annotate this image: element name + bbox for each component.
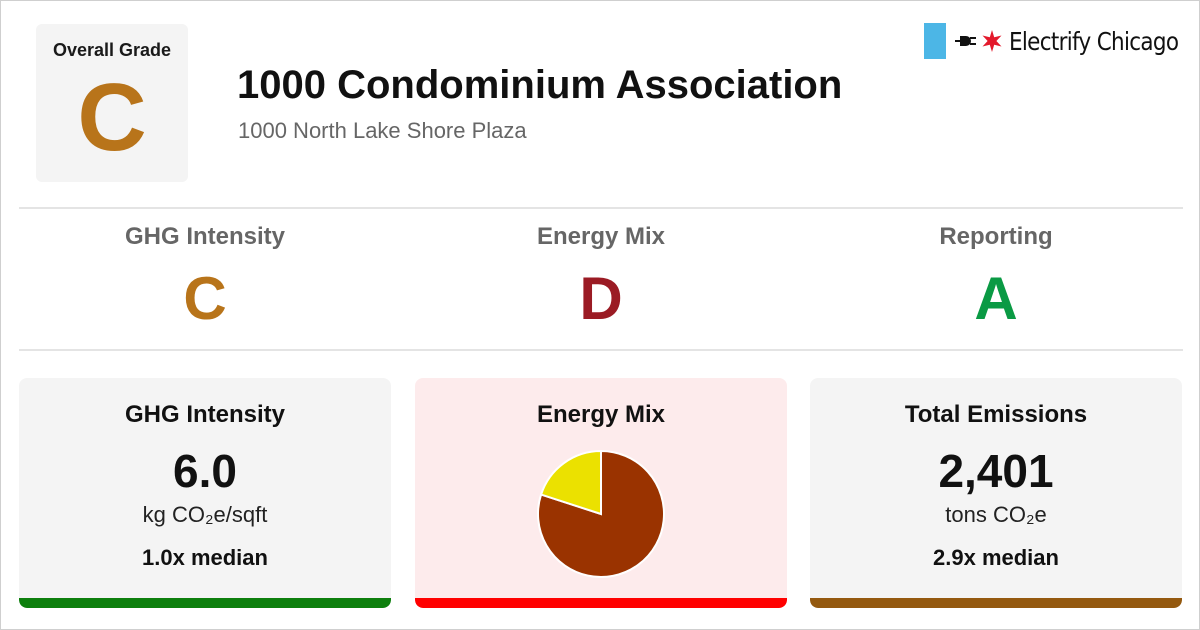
subgrade-letter: D (579, 265, 623, 332)
subgrade-label: Energy Mix (536, 223, 666, 250)
overall-grade-box: Overall Grade C (36, 24, 188, 182)
card-title: GHG Intensity (124, 401, 286, 428)
pie-slice-1 (539, 449, 602, 516)
subgrade-label: GHG Intensity (124, 223, 286, 250)
building-name: 1000 Condominium Association (237, 63, 843, 107)
divider-top (19, 207, 1183, 209)
total-emissions-unit: tons CO₂e (945, 502, 1047, 527)
card-color-bar (415, 598, 787, 608)
brand-logo[interactable]: Electrify Chicago (924, 23, 1179, 59)
overall-grade-label: Overall Grade (52, 40, 172, 60)
subgrade-letter: C (183, 265, 227, 332)
subgrade-letter: A (974, 265, 1018, 332)
ghg-intensity-unit: kg CO₂e/sqft (142, 502, 268, 527)
ghg-intensity-median: 1.0x median (142, 545, 268, 570)
card-total-emissions: Total Emissions 2,401 tons CO₂e 2.9x med… (810, 378, 1182, 608)
total-emissions-median: 2.9x median (933, 545, 1059, 570)
subgrade-ghg-intensity: GHG Intensity C (19, 223, 391, 329)
total-emissions-value: 2,401 (938, 445, 1054, 497)
flag-stripe-icon (924, 23, 946, 59)
subgrade-label: Reporting (939, 223, 1053, 250)
divider-bottom (19, 349, 1183, 351)
building-address: 1000 North Lake Shore Plaza (238, 118, 527, 143)
card-energy-mix: Energy Mix (415, 378, 787, 608)
subgrade-reporting: Reporting A (810, 223, 1182, 329)
card-title: Energy Mix (536, 401, 666, 428)
subgrade-energy-mix: Energy Mix D (415, 223, 787, 329)
chicago-star-icon (982, 30, 1002, 52)
plug-icon (955, 36, 976, 46)
ghg-intensity-value: 6.0 (173, 445, 237, 497)
card-title: Total Emissions (904, 401, 1088, 428)
energy-mix-pie-chart (537, 449, 665, 578)
brand-name: Electrify Chicago (1009, 26, 1179, 56)
card-ghg-intensity: GHG Intensity 6.0 kg CO₂e/sqft 1.0x medi… (19, 378, 391, 608)
card-color-bar (19, 598, 391, 608)
overall-grade-letter: C (77, 64, 147, 171)
card-color-bar (810, 598, 1182, 608)
